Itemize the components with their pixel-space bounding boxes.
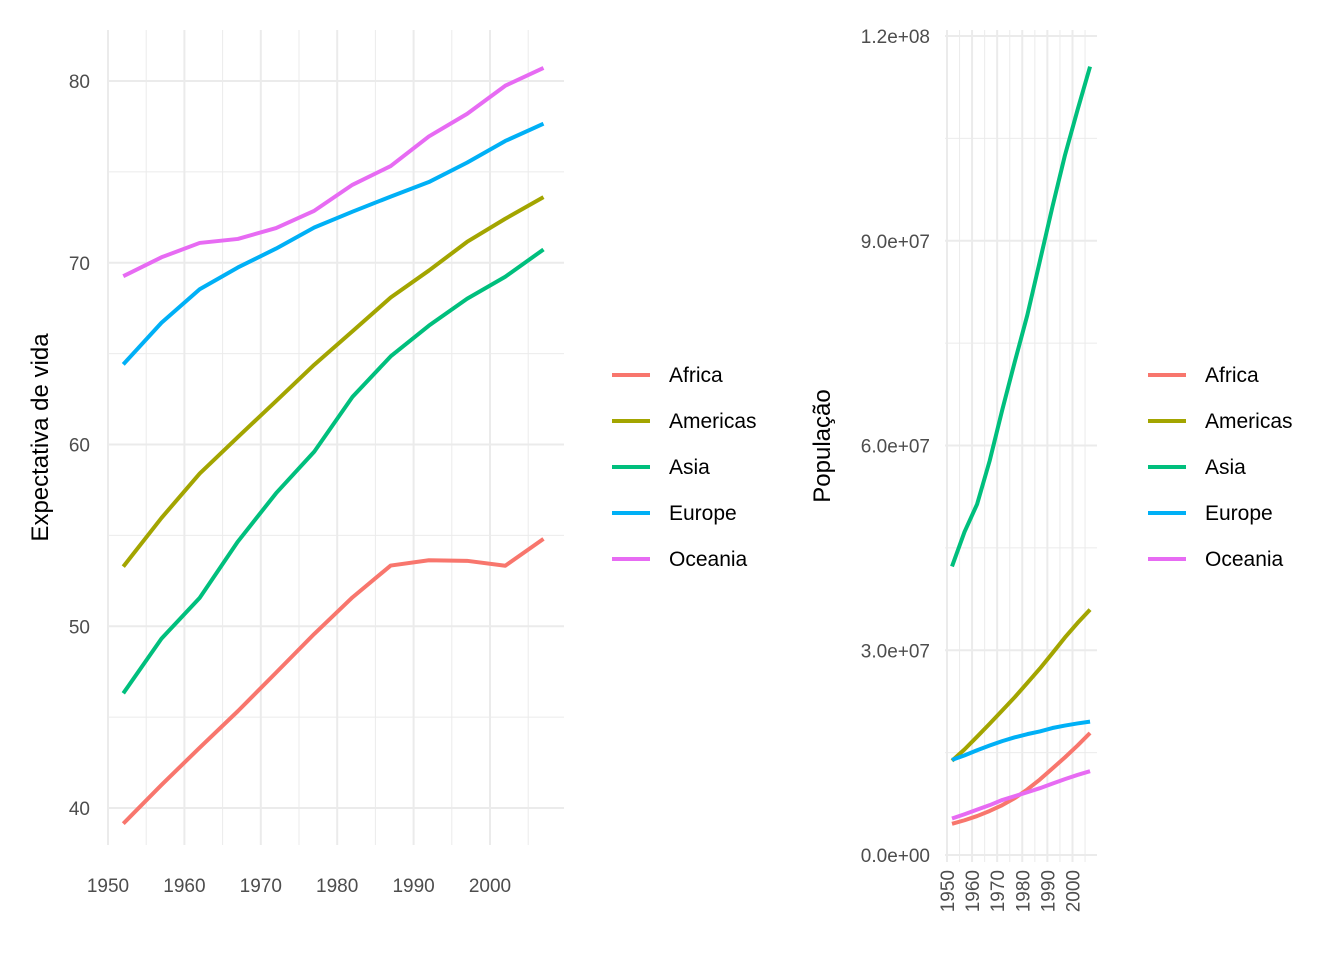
series-line-europe <box>121 121 545 366</box>
x-tick-label: 1980 <box>316 876 358 897</box>
series-line-asia <box>950 66 1092 568</box>
series-line-europe <box>951 719 1091 762</box>
x-tick-label: 1970 <box>240 876 282 897</box>
x-tick-label: 1960 <box>163 876 205 897</box>
x-tick-label: 1950 <box>87 876 129 897</box>
legend-label: Europe <box>1205 502 1273 525</box>
series-line-asia <box>121 247 545 695</box>
series-line-oceania <box>951 769 1091 821</box>
legend-label: Oceania <box>1205 548 1284 571</box>
legend-label: Americas <box>1205 410 1293 433</box>
legend: Africa Americas Asia Europe Oceania <box>1148 364 1293 571</box>
y-tick-label: 60 <box>69 436 90 457</box>
series-line-oceania <box>122 66 545 278</box>
panel-2: 1950 1960 1970 1980 1990 2000 0.0e+00 3.0e+07 6.… <box>809 27 1293 912</box>
legend-label: Oceania <box>669 548 748 571</box>
series-line-americas <box>950 608 1092 763</box>
y-axis-title: População <box>809 389 836 502</box>
x-tick-label: 1990 <box>1038 870 1059 912</box>
legend-label: Asia <box>1205 456 1246 479</box>
panel-1: 1950 1960 1970 1980 1990 2000 40 50 60 70 80 Expect… <box>27 30 757 897</box>
y-axis-title: Expectativa de vida <box>27 333 54 542</box>
x-tick-label: 1970 <box>988 870 1009 912</box>
y-tick-label: 6.0e+07 <box>861 437 930 458</box>
legend-label: Africa <box>1205 364 1259 387</box>
x-tick-label: 1980 <box>1013 870 1034 912</box>
y-tick-label: 9.0e+07 <box>861 232 930 253</box>
legend-label: Americas <box>669 410 757 433</box>
y-tick-label: 80 <box>69 72 90 93</box>
x-tick-label: 1950 <box>938 870 959 912</box>
x-tick-label: 2000 <box>469 876 511 897</box>
series-line-americas <box>121 195 545 568</box>
x-tick-label: 2000 <box>1063 870 1084 912</box>
y-tick-label: 70 <box>69 254 90 275</box>
y-tick-label: 1.2e+08 <box>861 27 930 48</box>
legend: Africa Americas Asia Europe Oceania <box>612 364 757 571</box>
y-tick-label: 50 <box>69 617 90 638</box>
y-tick-label: 40 <box>69 799 90 820</box>
y-tick-label: 0.0e+00 <box>861 846 930 867</box>
x-tick-label: 1990 <box>392 876 434 897</box>
legend-label: Asia <box>669 456 710 479</box>
x-tick-label: 1960 <box>963 870 984 912</box>
legend-label: Europe <box>669 502 737 525</box>
series-line-africa <box>121 537 545 826</box>
y-tick-label: 3.0e+07 <box>861 641 930 662</box>
legend-label: Africa <box>669 364 723 387</box>
